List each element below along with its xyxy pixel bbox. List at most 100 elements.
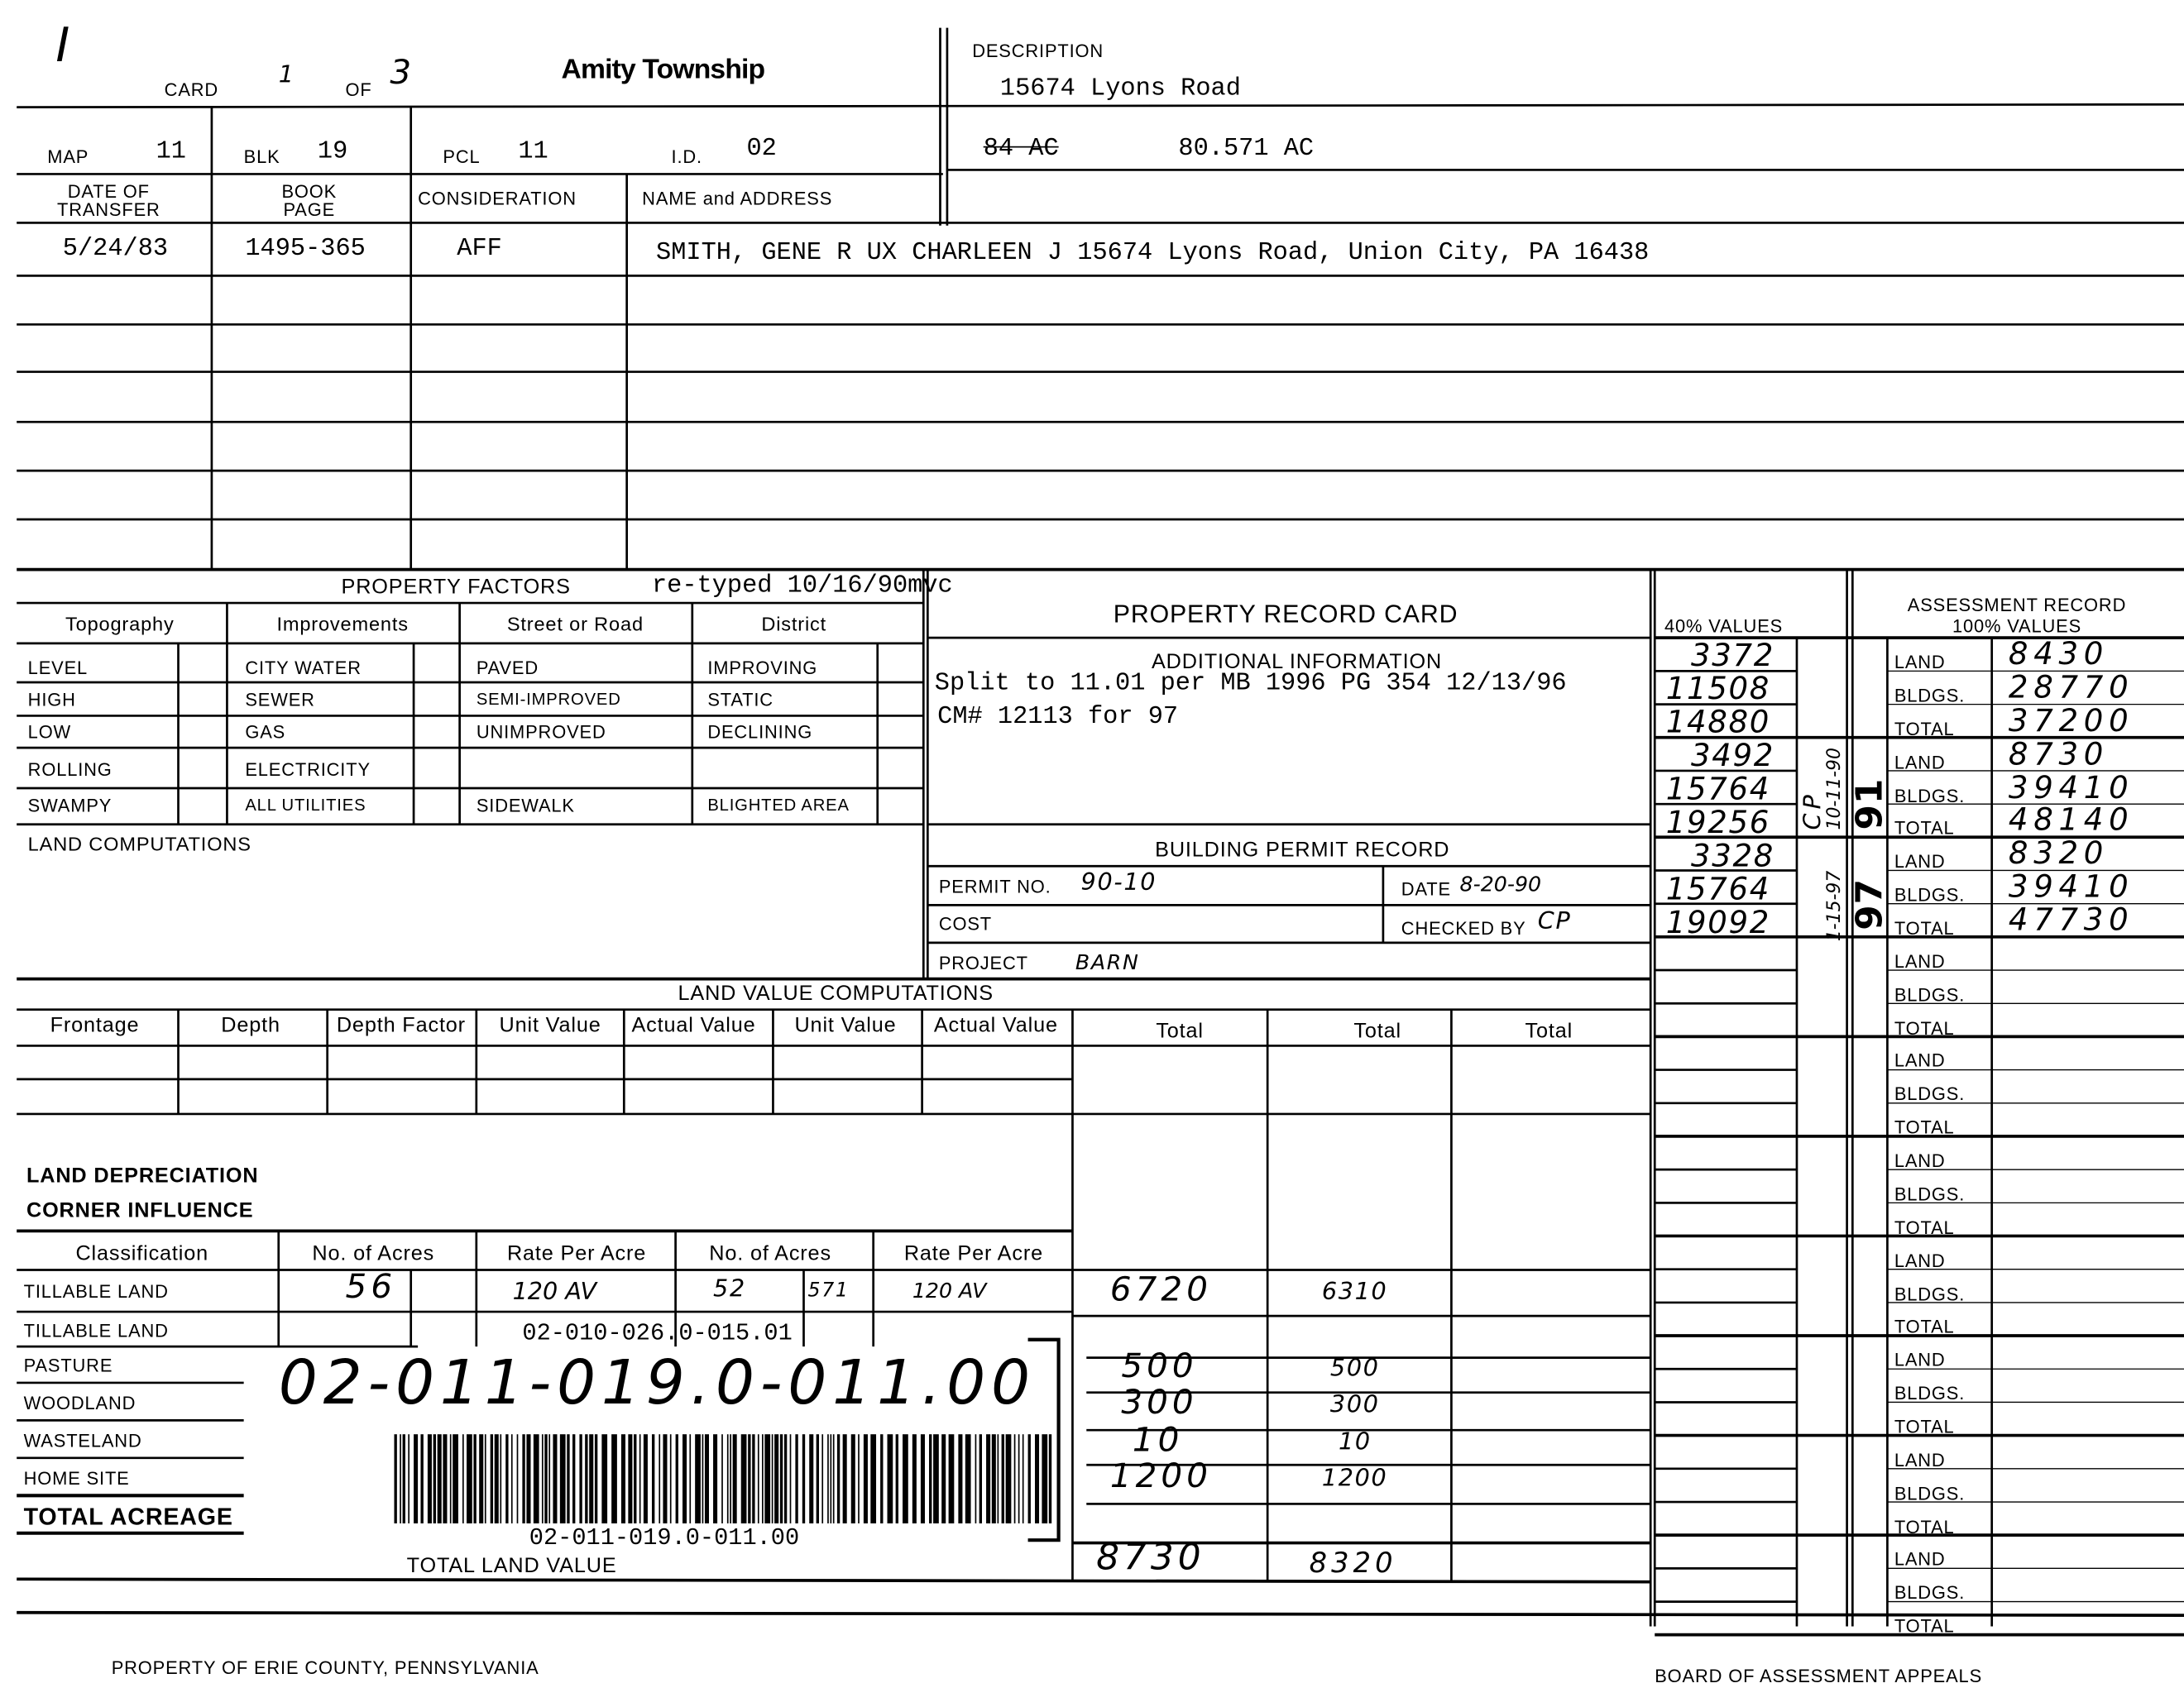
factor-street: UNIMPROVED <box>476 721 606 743</box>
pcl-label: PCL <box>443 146 481 168</box>
factor-street: PAVED <box>476 657 539 678</box>
rate-1: 120 AV <box>512 1278 597 1307</box>
barcode-bar <box>832 1434 835 1523</box>
assessment-value-total: 48140 <box>2008 804 2134 839</box>
col-improvements: Improvements <box>276 612 409 635</box>
total-acreage-label: TOTAL ACREAGE <box>23 1504 233 1531</box>
barcode-bar <box>572 1434 576 1523</box>
assessment-label-bldgs: BLDGS. <box>1894 1383 1966 1404</box>
assessment-label-land: LAND <box>1894 1050 1946 1072</box>
assessment-label-land: LAND <box>1894 751 1946 772</box>
barcode-bar <box>402 1434 405 1523</box>
barcode-bar <box>933 1434 939 1523</box>
acreage-total-2: 10 <box>1339 1428 1372 1457</box>
value-40-percent: 3328 <box>1691 839 1775 875</box>
assessment-label-total: TOTAL <box>1894 1117 1955 1138</box>
barcode-bar <box>516 1434 519 1523</box>
assessment-label-land: LAND <box>1894 851 1946 873</box>
land-computations-label: LAND COMPUTATIONS <box>27 832 251 855</box>
acres-2: 52 <box>713 1275 746 1303</box>
factor-district: BLIGHTED AREA <box>707 795 850 815</box>
factor-topography: LEVEL <box>27 657 89 678</box>
factor-improvements: ELECTRICITY <box>245 758 371 780</box>
barcode-bar <box>643 1434 648 1523</box>
barcode-bar <box>427 1434 432 1523</box>
acreage-total-1: 500 <box>1121 1346 1198 1386</box>
assessment-label-land: LAND <box>1894 1449 1946 1470</box>
barcode-bar <box>433 1434 436 1523</box>
checked-by-label: CHECKED BY <box>1401 917 1526 939</box>
acreage-total-1: 300 <box>1121 1382 1198 1423</box>
barcode-bar <box>601 1434 608 1523</box>
barcode <box>394 1434 1052 1523</box>
assessment-value-bldgs: 39410 <box>2008 870 2134 906</box>
assessment-label-land: LAND <box>1894 651 1946 673</box>
barcode-bar <box>836 1434 841 1523</box>
rate-2: 120 AV <box>912 1278 987 1303</box>
assessment-label-total: TOTAL <box>1894 1416 1955 1437</box>
map-value: 11 <box>156 137 186 166</box>
assessment-label-bldgs: BLDGS. <box>1894 784 1966 806</box>
assessment-label-bldgs: BLDGS. <box>1894 1183 1966 1205</box>
barcode-bar <box>1005 1434 1012 1523</box>
barcode-bar <box>467 1434 472 1523</box>
permit-date-label: DATE <box>1401 878 1451 900</box>
assessment-label-bldgs: BLDGS. <box>1894 1582 1966 1604</box>
assessment-header-line-2: 100% VALUES <box>1952 615 2082 637</box>
acreage-total-1: 10 <box>1132 1420 1184 1460</box>
land-value-col-header: Depth <box>221 1013 280 1038</box>
barcode-bar <box>663 1434 668 1523</box>
total-land-value-label: TOTAL LAND VALUE <box>406 1554 617 1578</box>
barcode-bar <box>526 1434 531 1523</box>
barcode-bar <box>842 1434 847 1523</box>
barcode-bar <box>559 1434 566 1523</box>
barcode-bar <box>484 1434 486 1523</box>
land-depreciation-label: LAND DEPRECIATION <box>26 1164 259 1188</box>
total-land-value-2: 8320 <box>1309 1545 1397 1580</box>
project-label: PROJECT <box>938 952 1028 973</box>
note-cp: CP <box>1799 791 1828 830</box>
barcode-bar <box>579 1434 582 1523</box>
value-40-percent: 3492 <box>1691 739 1775 775</box>
value-40-percent: 3372 <box>1691 638 1775 674</box>
acreage-col-header: Classification <box>75 1241 209 1266</box>
of-label: OF <box>345 79 372 101</box>
assessment-label-bldgs: BLDGS. <box>1894 1482 1966 1504</box>
factor-topography: LOW <box>27 721 72 743</box>
acreage-total-2: 300 <box>1329 1391 1380 1419</box>
barcode-bar <box>912 1434 917 1523</box>
land-value-col-header: Total <box>1353 1019 1401 1044</box>
assessment-label-land: LAND <box>1894 1548 1946 1571</box>
values-40-header: 40% VALUES <box>1664 615 1784 637</box>
barcode-bar <box>659 1434 661 1523</box>
record-card-title: PROPERTY RECORD CARD <box>1113 600 1458 629</box>
assessment-label-bldgs: BLDGS. <box>1894 1283 1966 1304</box>
year-97: 97 <box>1849 878 1892 930</box>
property-factors-title: PROPERTY FACTORS <box>341 575 571 599</box>
factor-street: SIDEWALK <box>476 795 575 816</box>
assessment-label-total: TOTAL <box>1894 1017 1955 1039</box>
acreage-row-label: TILLABLE LAND <box>23 1320 169 1341</box>
acres-1: 56 <box>345 1267 397 1307</box>
note-date-1: 10-11-90 <box>1824 748 1846 830</box>
acreage-row-label: TILLABLE LAND <box>23 1281 169 1303</box>
transfer-consideration: AFF <box>457 235 502 264</box>
barcode-bar <box>809 1434 814 1523</box>
barcode-bar <box>991 1434 996 1523</box>
factor-topography: ROLLING <box>27 758 113 780</box>
barcode-bar <box>1034 1434 1040 1523</box>
note-date-2: 1-15-97 <box>1824 870 1846 942</box>
land-value-col-header: Unit Value <box>794 1013 897 1038</box>
factor-improvements: CITY WATER <box>245 657 362 678</box>
description-address: 15674 Lyons Road <box>999 74 1241 103</box>
barcode-bar <box>821 1434 824 1523</box>
barcode-bar <box>541 1434 544 1523</box>
barcode-bar <box>639 1434 641 1523</box>
value-40-percent: 15764 <box>1665 772 1770 808</box>
barcode-bar <box>740 1434 747 1523</box>
barcode-bar <box>979 1434 983 1523</box>
factor-improvements: SEWER <box>245 689 315 710</box>
assessment-value-land: 8430 <box>2008 638 2110 673</box>
barcode-bar <box>544 1434 548 1523</box>
